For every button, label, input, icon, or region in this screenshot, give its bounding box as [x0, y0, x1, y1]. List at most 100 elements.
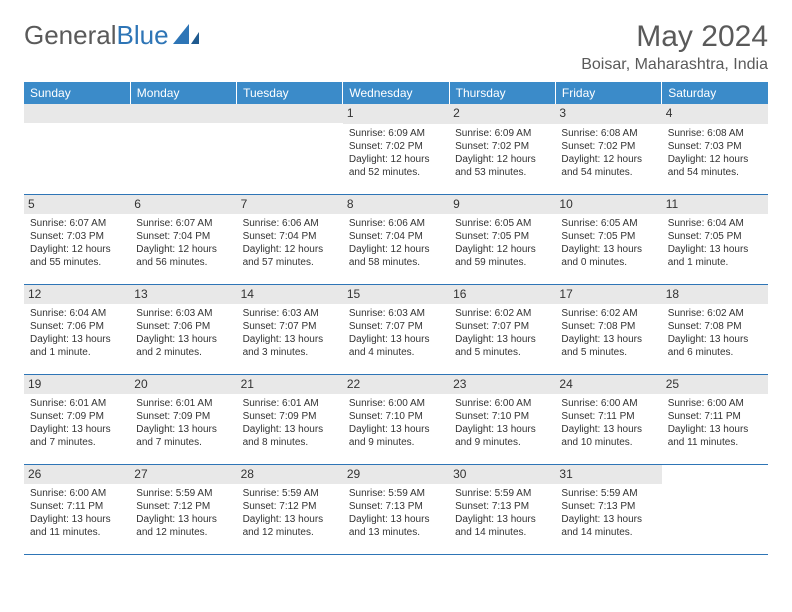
sunset: Sunset: 7:02 PM	[561, 140, 655, 153]
day-number: 29	[343, 465, 449, 485]
day-number: 13	[130, 285, 236, 305]
sunrise: Sunrise: 6:07 AM	[30, 217, 124, 230]
day-number: 2	[449, 104, 555, 124]
empty-day-bar	[237, 104, 343, 123]
sunset: Sunset: 7:13 PM	[349, 500, 443, 513]
sunset: Sunset: 7:03 PM	[668, 140, 762, 153]
sunrise: Sunrise: 5:59 AM	[561, 487, 655, 500]
day-header: Wednesday	[343, 82, 449, 104]
day-number: 20	[130, 375, 236, 395]
calendar-row: 12Sunrise: 6:04 AMSunset: 7:06 PMDayligh…	[24, 284, 768, 374]
calendar-cell: 28Sunrise: 5:59 AMSunset: 7:12 PMDayligh…	[237, 464, 343, 554]
sunset: Sunset: 7:05 PM	[561, 230, 655, 243]
daylight: Daylight: 12 hours and 54 minutes.	[668, 153, 762, 179]
calendar-cell: 12Sunrise: 6:04 AMSunset: 7:06 PMDayligh…	[24, 284, 130, 374]
empty-day-bar	[24, 104, 130, 123]
day-number: 23	[449, 375, 555, 395]
daylight: Daylight: 12 hours and 52 minutes.	[349, 153, 443, 179]
sunrise: Sunrise: 6:05 AM	[455, 217, 549, 230]
calendar-cell: 25Sunrise: 6:00 AMSunset: 7:11 PMDayligh…	[662, 374, 768, 464]
calendar-cell: 20Sunrise: 6:01 AMSunset: 7:09 PMDayligh…	[130, 374, 236, 464]
calendar-cell: 9Sunrise: 6:05 AMSunset: 7:05 PMDaylight…	[449, 194, 555, 284]
sunset: Sunset: 7:12 PM	[243, 500, 337, 513]
day-number: 24	[555, 375, 661, 395]
daylight: Daylight: 13 hours and 2 minutes.	[136, 333, 230, 359]
calendar-cell: 24Sunrise: 6:00 AMSunset: 7:11 PMDayligh…	[555, 374, 661, 464]
title-block: May 2024 Boisar, Maharashtra, India	[581, 20, 768, 74]
calendar-cell: 16 Sunrise: 6:02 AMSunset: 7:07 PMDayligh…	[449, 284, 555, 374]
daylight: Daylight: 13 hours and 14 minutes.	[561, 513, 655, 539]
logo-text-2: Blue	[117, 20, 169, 51]
sunset: Sunset: 7:07 PM	[455, 320, 549, 333]
empty-day-bar	[130, 104, 236, 123]
calendar-cell	[130, 104, 236, 194]
sunrise: Sunrise: 6:03 AM	[349, 307, 443, 320]
calendar-cell: 1Sunrise: 6:09 AMSunset: 7:02 PMDaylight…	[343, 104, 449, 194]
daylight: Daylight: 13 hours and 12 minutes.	[136, 513, 230, 539]
sunrise: Sunrise: 6:03 AM	[136, 307, 230, 320]
calendar-cell: 6 Sunrise: 6:07 AMSunset: 7:04 PMDaylight…	[130, 194, 236, 284]
calendar-cell: 10Sunrise: 6:05 AMSunset: 7:05 PMDayligh…	[555, 194, 661, 284]
calendar-cell: 18Sunrise: 6:02 AMSunset: 7:08 PMDayligh…	[662, 284, 768, 374]
day-number: 4	[662, 104, 768, 124]
daylight: Daylight: 13 hours and 5 minutes.	[455, 333, 549, 359]
daylight: Daylight: 13 hours and 9 minutes.	[455, 423, 549, 449]
calendar-cell	[662, 464, 768, 554]
calendar-row: 5Sunrise: 6:07 AMSunset: 7:03 PMDaylight…	[24, 194, 768, 284]
sunrise: Sunrise: 5:59 AM	[349, 487, 443, 500]
sunrise: Sunrise: 6:02 AM	[668, 307, 762, 320]
calendar-cell: 29Sunrise: 5:59 AMSunset: 7:13 PMDayligh…	[343, 464, 449, 554]
day-number: 25	[662, 375, 768, 395]
daylight: Daylight: 13 hours and 6 minutes.	[668, 333, 762, 359]
daylight: Daylight: 13 hours and 4 minutes.	[349, 333, 443, 359]
calendar-cell: 14Sunrise: 6:03 AMSunset: 7:07 PMDayligh…	[237, 284, 343, 374]
day-number: 8	[343, 195, 449, 215]
day-number: 12	[24, 285, 130, 305]
calendar-cell: 31Sunrise: 5:59 AMSunset: 7:13 PMDayligh…	[555, 464, 661, 554]
calendar-cell: 30Sunrise: 5:59 AMSunset: 7:13 PMDayligh…	[449, 464, 555, 554]
calendar-cell: 17Sunrise: 6:02 AMSunset: 7:08 PMDayligh…	[555, 284, 661, 374]
day-number: 5	[24, 195, 130, 215]
sunrise: Sunrise: 6:00 AM	[349, 397, 443, 410]
sunset: Sunset: 7:05 PM	[668, 230, 762, 243]
sunset: Sunset: 7:06 PM	[136, 320, 230, 333]
calendar-table: Sunday Monday Tuesday Wednesday Thursday…	[24, 82, 768, 555]
sunset: Sunset: 7:09 PM	[243, 410, 337, 423]
sunset: Sunset: 7:09 PM	[30, 410, 124, 423]
day-number: 16	[449, 285, 555, 305]
sunrise: Sunrise: 6:04 AM	[30, 307, 124, 320]
sunset: Sunset: 7:03 PM	[30, 230, 124, 243]
sunset: Sunset: 7:09 PM	[136, 410, 230, 423]
calendar-cell: 27Sunrise: 5:59 AMSunset: 7:12 PMDayligh…	[130, 464, 236, 554]
sunset: Sunset: 7:04 PM	[136, 230, 230, 243]
day-number: 9	[449, 195, 555, 215]
sunrise: Sunrise: 6:02 AM	[455, 307, 549, 320]
day-number: 3	[555, 104, 661, 124]
daylight: Daylight: 13 hours and 5 minutes.	[561, 333, 655, 359]
daylight: Daylight: 12 hours and 57 minutes.	[243, 243, 337, 269]
sunset: Sunset: 7:12 PM	[136, 500, 230, 513]
sunrise: Sunrise: 6:00 AM	[561, 397, 655, 410]
sunrise: Sunrise: 6:01 AM	[30, 397, 124, 410]
day-number: 22	[343, 375, 449, 395]
calendar-cell: 5Sunrise: 6:07 AMSunset: 7:03 PMDaylight…	[24, 194, 130, 284]
daylight: Daylight: 13 hours and 10 minutes.	[561, 423, 655, 449]
day-header: Saturday	[662, 82, 768, 104]
sunrise: Sunrise: 5:59 AM	[455, 487, 549, 500]
sunrise: Sunrise: 6:07 AM	[136, 217, 230, 230]
calendar-cell	[237, 104, 343, 194]
logo: GeneralBlue	[24, 20, 199, 51]
daylight: Daylight: 12 hours and 56 minutes.	[136, 243, 230, 269]
sunrise: Sunrise: 6:00 AM	[668, 397, 762, 410]
calendar-cell: 4Sunrise: 6:08 AMSunset: 7:03 PMDaylight…	[662, 104, 768, 194]
day-number: 31	[555, 465, 661, 485]
sunset: Sunset: 7:07 PM	[243, 320, 337, 333]
calendar-cell: 19Sunrise: 6:01 AMSunset: 7:09 PMDayligh…	[24, 374, 130, 464]
calendar-cell: 21Sunrise: 6:01 AMSunset: 7:09 PMDayligh…	[237, 374, 343, 464]
sunrise: Sunrise: 6:02 AM	[561, 307, 655, 320]
calendar-cell: 11Sunrise: 6:04 AMSunset: 7:05 PMDayligh…	[662, 194, 768, 284]
day-number: 6	[130, 195, 236, 215]
daylight: Daylight: 13 hours and 8 minutes.	[243, 423, 337, 449]
sunrise: Sunrise: 6:09 AM	[349, 127, 443, 140]
sunset: Sunset: 7:02 PM	[349, 140, 443, 153]
